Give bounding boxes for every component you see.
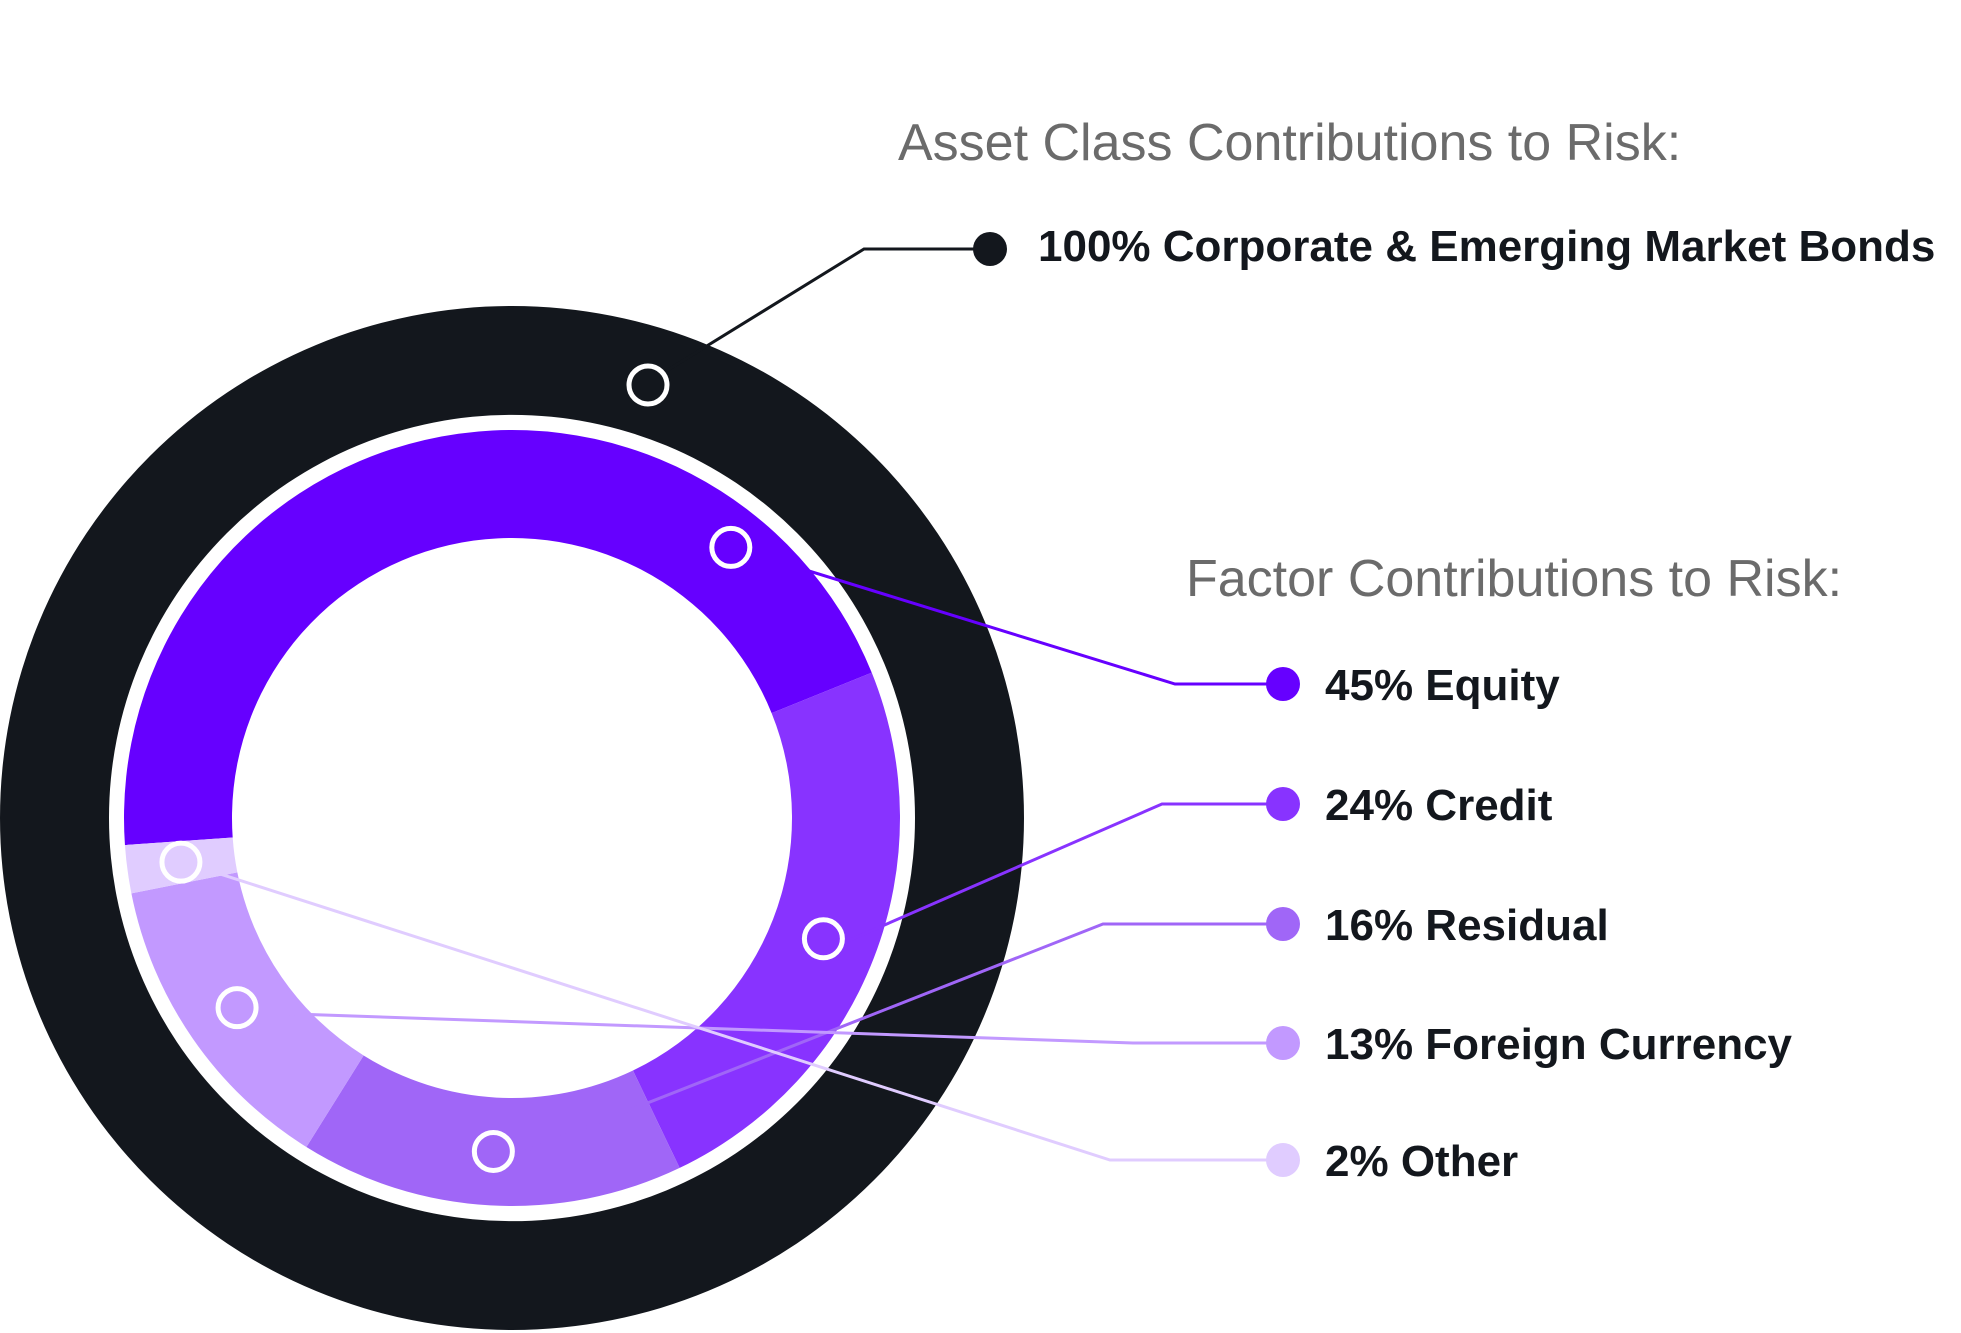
factor-legend-label: 16% Residual <box>1325 901 1609 950</box>
factor-slice-foreign-currency <box>131 872 364 1148</box>
factor-marker <box>709 525 753 569</box>
factor-leader-line <box>840 802 1283 946</box>
factor-leader-line <box>255 1011 1283 1045</box>
factor-legend-label: 13% Foreign Currency <box>1325 1020 1793 1069</box>
factor-leader-line <box>510 922 1283 1158</box>
asset-leader-line <box>662 247 990 375</box>
asset-class-heading: Asset Class Contributions to Risk: <box>898 114 1681 172</box>
asset-marker <box>626 363 670 407</box>
factor-legend-dot <box>1266 667 1300 701</box>
factor-legend-dot <box>1266 1026 1300 1060</box>
factor-legend-label: 2% Other <box>1325 1137 1518 1186</box>
factor-legend-dot <box>1266 907 1300 941</box>
factor-marker <box>471 1129 515 1173</box>
factor-legend-dot <box>1266 1143 1300 1177</box>
factor-slice-equity <box>124 430 872 846</box>
factor-marker <box>215 986 259 1030</box>
asset-legend-label: 100% Corporate & Emerging Market Bonds <box>1038 222 1935 271</box>
factor-marker <box>801 917 845 961</box>
factor-legend-dot <box>1266 787 1300 821</box>
factor-leader-line <box>198 865 1283 1162</box>
factor-leader-line <box>748 550 1283 686</box>
factor-slice-credit <box>632 672 900 1168</box>
factor-heading: Factor Contributions to Risk: <box>1186 550 1842 608</box>
asset-legend-dot <box>973 232 1007 266</box>
factor-marker <box>159 840 203 884</box>
factor-legend-label: 24% Credit <box>1325 781 1553 830</box>
factor-slice-other <box>124 837 238 894</box>
factor-legend-label: 45% Equity <box>1325 661 1560 710</box>
